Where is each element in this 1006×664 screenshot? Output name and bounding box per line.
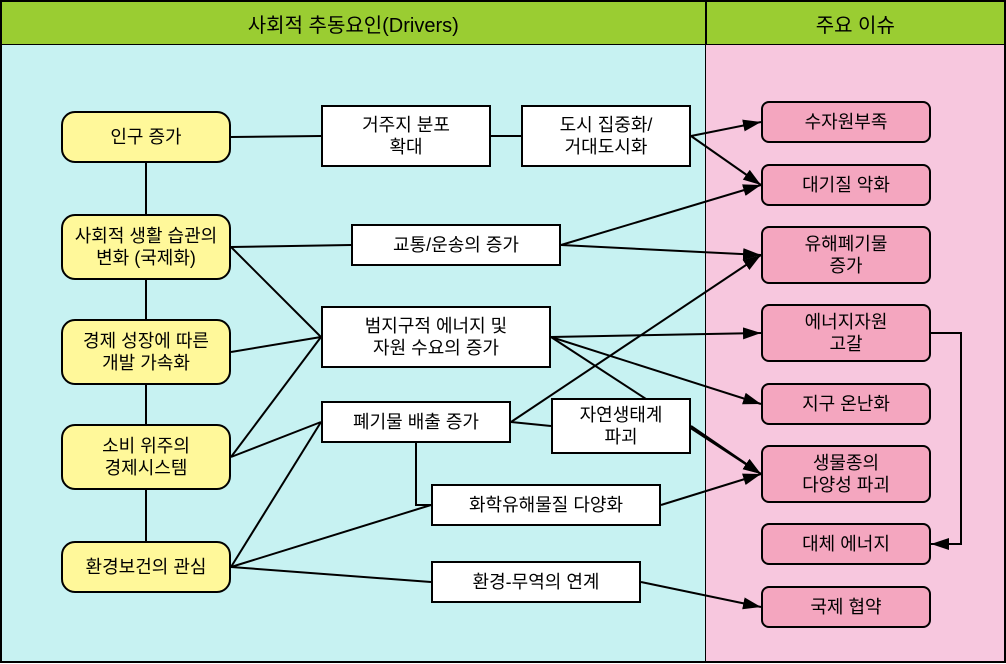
node-label-y4: 소비 위주의경제시스템 xyxy=(102,435,190,480)
node-label-p8: 국제 협약 xyxy=(810,596,881,619)
node-w8: 환경-무역의 연계 xyxy=(431,561,641,603)
node-w2: 교통/운송의 증가 xyxy=(351,224,561,266)
node-label-p2: 대기질 악화 xyxy=(802,174,890,197)
node-w5: 도시 집중화/거대도시화 xyxy=(521,105,691,167)
node-w4: 폐기물 배출 증가 xyxy=(321,401,511,443)
node-label-p5: 지구 온난화 xyxy=(802,393,890,416)
node-label-w6: 자연생태계파괴 xyxy=(580,404,663,449)
node-p5: 지구 온난화 xyxy=(761,383,931,425)
node-y2: 사회적 생활 습관의변화 (국제화) xyxy=(61,214,231,280)
node-label-w5: 도시 집중화/거대도시화 xyxy=(560,114,653,159)
node-y3: 경제 성장에 따른개발 가속화 xyxy=(61,319,231,385)
node-w3: 범지구적 에너지 및자원 수요의 증가 xyxy=(321,306,551,368)
node-w7: 화학유해물질 다양화 xyxy=(431,484,661,526)
node-label-y3: 경제 성장에 따른개발 가속화 xyxy=(83,330,209,375)
node-label-p3: 유해폐기물증가 xyxy=(805,233,888,278)
node-label-y5: 환경보건의 관심 xyxy=(86,556,207,579)
node-p8: 국제 협약 xyxy=(761,586,931,628)
node-label-w3: 범지구적 에너지 및자원 수요의 증가 xyxy=(365,315,507,360)
node-label-w8: 환경-무역의 연계 xyxy=(473,571,600,594)
node-w1: 거주지 분포확대 xyxy=(321,105,491,167)
header-issues: 주요 이슈 xyxy=(706,1,1005,45)
node-y1: 인구 증가 xyxy=(61,111,231,163)
node-label-w4: 폐기물 배출 증가 xyxy=(353,411,479,434)
node-p7: 대체 에너지 xyxy=(761,523,931,565)
node-y4: 소비 위주의경제시스템 xyxy=(61,424,231,490)
header-row: 사회적 추동요인(Drivers) 주요 이슈 xyxy=(1,1,1005,45)
node-label-w2: 교통/운송의 증가 xyxy=(393,234,519,257)
node-p1: 수자원부족 xyxy=(761,101,931,143)
node-label-p4: 에너지자원고갈 xyxy=(805,311,888,356)
node-w6: 자연생태계파괴 xyxy=(551,398,691,454)
node-label-p7: 대체 에너지 xyxy=(802,533,890,556)
node-p4: 에너지자원고갈 xyxy=(761,304,931,362)
node-label-y1: 인구 증가 xyxy=(110,126,181,149)
node-label-p1: 수자원부족 xyxy=(805,111,888,134)
node-label-w7: 화학유해물질 다양화 xyxy=(469,494,623,517)
node-label-w1: 거주지 분포확대 xyxy=(362,114,450,159)
node-label-p6: 생물종의다양성 파괴 xyxy=(802,452,890,497)
diagram-canvas: 사회적 추동요인(Drivers) 주요 이슈 인구 증가사회적 생활 습관의변… xyxy=(0,0,1006,663)
node-p6: 생물종의다양성 파괴 xyxy=(761,445,931,503)
node-label-y2: 사회적 생활 습관의변화 (국제화) xyxy=(75,225,217,270)
node-p3: 유해폐기물증가 xyxy=(761,226,931,284)
node-p2: 대기질 악화 xyxy=(761,164,931,206)
node-y5: 환경보건의 관심 xyxy=(61,541,231,593)
header-drivers: 사회적 추동요인(Drivers) xyxy=(1,1,706,45)
